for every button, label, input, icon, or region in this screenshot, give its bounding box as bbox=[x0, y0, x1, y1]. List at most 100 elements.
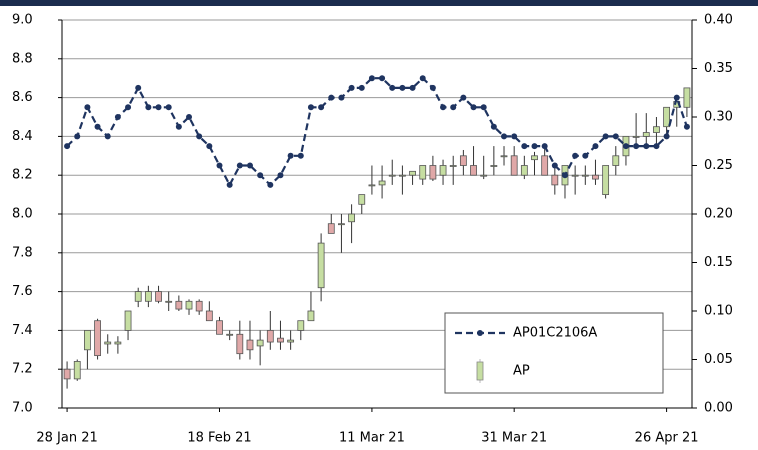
line-point bbox=[338, 94, 345, 101]
y-tick-label: 7.8 bbox=[12, 245, 33, 260]
x-tick-label: 18 Feb 21 bbox=[187, 431, 251, 446]
candle-body bbox=[84, 329, 91, 351]
line-point bbox=[602, 133, 609, 140]
line-point bbox=[612, 133, 619, 140]
candle-body bbox=[165, 300, 173, 303]
line-point bbox=[358, 84, 365, 91]
candle-body bbox=[185, 300, 193, 310]
candle-body bbox=[663, 106, 670, 128]
candle-body bbox=[612, 155, 620, 166]
y-tick-label: 7.2 bbox=[12, 362, 33, 377]
candle-body bbox=[226, 333, 234, 336]
line-point bbox=[328, 94, 335, 101]
y-tick-label: 8.0 bbox=[12, 207, 33, 222]
y2-tick-label: 0.10 bbox=[704, 304, 733, 319]
candle-body bbox=[155, 291, 162, 302]
line-point bbox=[480, 104, 487, 111]
line-point bbox=[114, 114, 121, 120]
candle-body bbox=[449, 165, 457, 167]
line-point bbox=[125, 104, 132, 111]
candle-body bbox=[632, 135, 640, 138]
y-tick-label: 9.0 bbox=[12, 13, 33, 28]
y2-tick-label: 0.00 bbox=[704, 401, 733, 416]
line-point bbox=[74, 133, 81, 140]
candle-body bbox=[266, 329, 274, 343]
legend-candle bbox=[476, 361, 484, 381]
candle-body bbox=[419, 165, 427, 180]
candle-body bbox=[114, 341, 122, 345]
line-point bbox=[683, 123, 690, 130]
candle-body bbox=[277, 337, 284, 343]
line-point bbox=[257, 172, 264, 179]
line-point bbox=[287, 152, 294, 159]
line-series bbox=[66, 76, 688, 188]
x-tick-label: 31 Mar 21 bbox=[481, 431, 547, 446]
y-tick-label: 7.0 bbox=[12, 401, 33, 416]
candle-body bbox=[642, 132, 650, 137]
candle-body bbox=[439, 165, 447, 176]
y-tick-label: 8.8 bbox=[12, 51, 33, 66]
candle-body bbox=[551, 174, 559, 186]
line-point bbox=[561, 172, 568, 179]
y2-tick-label: 0.40 bbox=[704, 13, 733, 28]
candle-body bbox=[144, 291, 152, 302]
candle-body bbox=[124, 310, 132, 331]
line-point bbox=[277, 172, 284, 179]
y-tick-label: 7.6 bbox=[12, 284, 33, 299]
line-point bbox=[622, 143, 629, 150]
candle-body bbox=[429, 165, 437, 180]
candle-body bbox=[205, 310, 213, 322]
candle-body bbox=[541, 155, 549, 176]
y-tick-label: 8.2 bbox=[12, 168, 33, 183]
line-point bbox=[409, 84, 416, 91]
line-point bbox=[521, 143, 528, 150]
line-point bbox=[94, 123, 101, 130]
x-tick-label: 26 Apr 21 bbox=[635, 431, 699, 446]
candle-body bbox=[317, 242, 325, 289]
line-point bbox=[419, 75, 426, 82]
candle-body bbox=[216, 320, 223, 335]
line-point bbox=[196, 133, 203, 140]
y2-tick-label: 0.30 bbox=[704, 110, 733, 125]
line-point bbox=[653, 143, 660, 150]
candle-body bbox=[195, 300, 203, 312]
candle-body bbox=[63, 368, 71, 380]
line-point bbox=[663, 133, 670, 140]
y-tick-label: 8.6 bbox=[12, 90, 33, 105]
line-point bbox=[592, 143, 599, 150]
line-point bbox=[450, 104, 457, 111]
candle-body bbox=[500, 155, 508, 158]
line-point bbox=[104, 133, 111, 140]
candle-body bbox=[520, 165, 528, 176]
line-point bbox=[318, 104, 325, 111]
line-point bbox=[64, 143, 71, 150]
line-point bbox=[551, 162, 558, 169]
candle-body bbox=[581, 174, 589, 177]
candle-body bbox=[256, 339, 264, 347]
legend-label: AP bbox=[513, 364, 530, 379]
line-point bbox=[511, 133, 518, 140]
line-point bbox=[307, 104, 314, 111]
line-point bbox=[267, 181, 274, 188]
candle-body bbox=[297, 320, 305, 331]
line-point bbox=[368, 75, 375, 82]
line-point bbox=[246, 162, 253, 169]
x-tick-label: 11 Mar 21 bbox=[339, 431, 405, 446]
line-point bbox=[379, 75, 386, 82]
line-point bbox=[348, 84, 355, 91]
candle-body bbox=[94, 320, 101, 357]
candle-body bbox=[73, 361, 81, 380]
line-point bbox=[460, 94, 467, 101]
legend-label: AP01C2106A bbox=[513, 326, 597, 341]
candle-body bbox=[327, 223, 335, 234]
line-point bbox=[429, 84, 436, 91]
candle-body bbox=[592, 174, 599, 180]
line-point bbox=[440, 104, 447, 111]
top-bar bbox=[0, 0, 758, 6]
candle-body bbox=[358, 194, 366, 205]
y2-tick-label: 0.15 bbox=[704, 255, 733, 270]
candle-body bbox=[683, 87, 691, 108]
candle-body bbox=[246, 339, 254, 351]
line-point bbox=[399, 84, 406, 91]
